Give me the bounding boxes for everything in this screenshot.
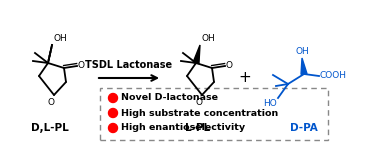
Text: COOH: COOH: [320, 72, 347, 81]
Text: High enantioselectivity: High enantioselectivity: [121, 124, 245, 132]
Text: D-PA: D-PA: [290, 123, 318, 133]
Circle shape: [108, 124, 118, 132]
Text: OH: OH: [295, 47, 309, 56]
Text: OH: OH: [54, 34, 68, 43]
Polygon shape: [193, 45, 200, 64]
Text: O: O: [78, 61, 85, 70]
Text: O: O: [226, 61, 233, 70]
Circle shape: [108, 93, 118, 103]
Text: L-PL: L-PL: [186, 123, 211, 133]
Text: High substrate concentration: High substrate concentration: [121, 108, 278, 117]
Text: OH: OH: [202, 34, 216, 43]
Text: TSDL Lactonase: TSDL Lactonase: [85, 60, 173, 70]
Text: O: O: [48, 98, 54, 107]
Text: D,L-PL: D,L-PL: [31, 123, 69, 133]
Circle shape: [108, 108, 118, 117]
Polygon shape: [301, 58, 307, 74]
Text: O: O: [195, 98, 203, 107]
Text: Novel D-lactonase: Novel D-lactonase: [121, 93, 218, 103]
Text: +: +: [239, 70, 251, 85]
Text: HO: HO: [263, 99, 277, 108]
